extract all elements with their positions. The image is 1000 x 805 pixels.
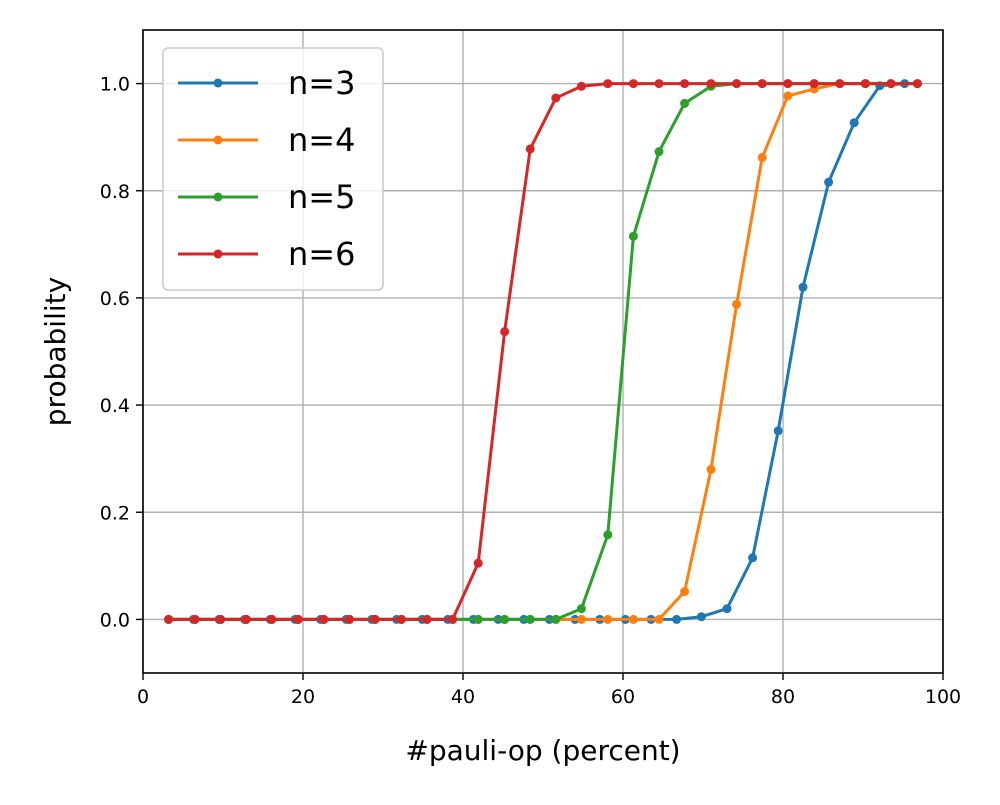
data-point	[798, 282, 808, 292]
data-point	[628, 614, 638, 624]
data-point	[783, 91, 793, 101]
data-point	[370, 614, 380, 624]
legend-swatch-marker	[213, 135, 223, 145]
data-point	[525, 614, 535, 624]
x-tick-label: 100	[925, 686, 961, 708]
data-point	[722, 604, 732, 614]
legend: n=3 n=4 n=5 n=6	[162, 47, 384, 291]
data-point	[603, 79, 613, 89]
data-point	[551, 93, 561, 103]
data-point	[473, 558, 483, 568]
y-tick-label: 0.4	[100, 395, 130, 417]
data-point	[319, 614, 329, 624]
data-point	[912, 79, 922, 89]
data-point	[783, 79, 793, 89]
x-tick-label: 20	[291, 686, 315, 708]
legend-item: n=6	[178, 235, 355, 273]
data-point	[748, 553, 758, 563]
legend-swatch-marker	[213, 78, 223, 88]
data-point	[293, 614, 303, 624]
data-point	[525, 144, 535, 154]
x-axis-label: #pauli-op (percent)	[405, 734, 680, 767]
data-point	[886, 79, 896, 89]
data-point	[732, 299, 742, 309]
data-point	[628, 79, 638, 89]
x-tick-label: 80	[771, 686, 795, 708]
data-point	[603, 614, 613, 624]
data-point	[576, 614, 586, 624]
y-axis-label: probability	[39, 277, 72, 426]
data-point	[164, 614, 174, 624]
data-point	[396, 614, 406, 624]
x-tick-label: 60	[611, 686, 635, 708]
data-point	[706, 464, 716, 474]
data-point	[500, 327, 510, 337]
data-point	[422, 614, 432, 624]
data-point	[654, 79, 664, 89]
data-point	[696, 612, 706, 622]
data-point	[603, 530, 613, 540]
y-tick-label: 0.0	[100, 609, 130, 631]
legend-label: n=5	[288, 178, 355, 216]
legend-item: n=3	[178, 64, 355, 102]
data-point	[824, 177, 834, 187]
data-point	[860, 79, 870, 89]
legend-item: n=4	[178, 121, 355, 159]
data-point	[654, 614, 664, 624]
data-point	[654, 147, 664, 157]
data-point	[576, 81, 586, 91]
data-point	[551, 614, 561, 624]
legend-label: n=4	[288, 121, 355, 159]
x-tick-label: 40	[451, 686, 475, 708]
data-point	[448, 614, 458, 624]
data-point	[849, 118, 859, 128]
data-point	[680, 98, 690, 108]
data-point	[190, 614, 200, 624]
series-n=6	[164, 79, 922, 624]
legend-label: n=6	[288, 235, 355, 273]
legend-swatch-marker	[213, 192, 223, 202]
data-point	[680, 587, 690, 597]
y-tick-label: 0.2	[100, 502, 130, 524]
data-point	[773, 426, 783, 436]
y-tick-label: 0.6	[100, 288, 130, 310]
x-tick-label: 0	[137, 686, 149, 708]
data-point	[757, 153, 767, 163]
data-point	[473, 614, 483, 624]
y-tick-label: 1.0	[100, 74, 130, 96]
data-point	[757, 79, 767, 89]
data-point	[809, 79, 819, 89]
data-point	[267, 614, 277, 624]
axis-ticks: 0 20 40 60 80 100 0.0 0.2 0.4 0.6 0.8 1.0	[100, 74, 961, 708]
plot-frame	[142, 29, 944, 674]
data-point	[680, 79, 690, 89]
legend-item: n=5	[178, 178, 355, 216]
legend-swatch-marker	[213, 249, 223, 259]
data-point	[706, 79, 716, 89]
data-point	[500, 614, 510, 624]
data-point	[576, 604, 586, 614]
data-point	[216, 614, 226, 624]
data-point	[672, 614, 682, 624]
data-point	[732, 79, 742, 89]
legend-box	[162, 47, 384, 291]
data-point	[628, 231, 638, 241]
series-layer	[164, 79, 922, 624]
data-point	[835, 79, 845, 89]
data-point	[241, 614, 251, 624]
legend-label: n=3	[288, 64, 355, 102]
y-tick-label: 0.8	[100, 181, 130, 203]
data-point	[344, 614, 354, 624]
